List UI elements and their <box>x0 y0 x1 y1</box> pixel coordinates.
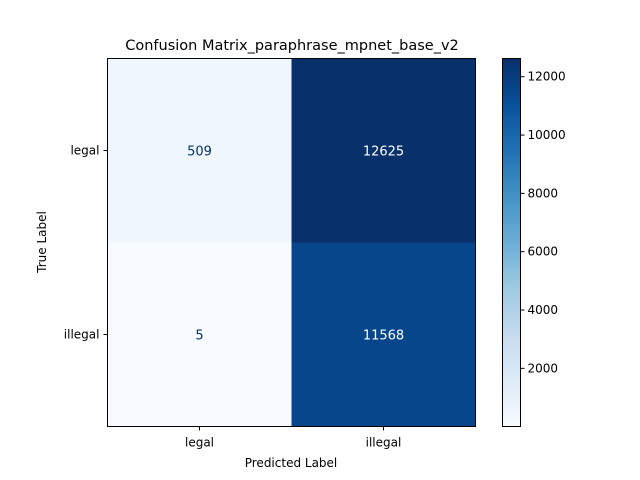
heatmap-cell <box>291 58 476 243</box>
x-tick-label: illegal <box>366 436 402 450</box>
x-axis-label: Predicted Label <box>245 456 338 470</box>
x-tick-label: legal <box>185 436 214 450</box>
chart-title: Confusion Matrix_paraphrase_mpnet_base_v… <box>125 38 459 54</box>
cell-value-label: 5 <box>195 329 203 344</box>
y-tick-label: legal <box>70 144 99 158</box>
colorbar-ticks: 2000 4000 6000 8000 10000 12000 <box>520 70 566 375</box>
cell-value-label: 11568 <box>363 329 404 344</box>
colorbar-tick-label: 8000 <box>528 186 559 200</box>
y-axis-ticks: legal illegal <box>64 144 108 342</box>
x-axis-ticks: legal illegal <box>185 426 402 450</box>
cell-value-label: 509 <box>187 145 212 160</box>
heatmap-cell <box>291 242 476 427</box>
colorbar-tick-label: 10000 <box>528 128 566 142</box>
y-axis-label: True Label <box>35 211 49 274</box>
colorbar-tick-label: 12000 <box>528 70 566 84</box>
colorbar-tick-label: 4000 <box>528 303 559 317</box>
y-tick-label: illegal <box>64 328 100 342</box>
heatmap-cell <box>107 242 292 427</box>
colorbar-tick-label: 6000 <box>528 245 559 259</box>
heatmap-cells: 509 12625 5 11568 <box>107 58 476 427</box>
colorbar-tick-label: 2000 <box>528 361 559 375</box>
heatmap-cell <box>107 58 292 243</box>
plot-frame <box>107 58 476 427</box>
cell-value-label: 12625 <box>363 145 404 160</box>
colorbar <box>502 58 521 427</box>
